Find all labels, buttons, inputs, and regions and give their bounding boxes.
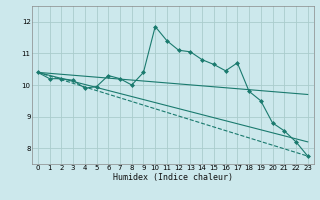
X-axis label: Humidex (Indice chaleur): Humidex (Indice chaleur) bbox=[113, 173, 233, 182]
